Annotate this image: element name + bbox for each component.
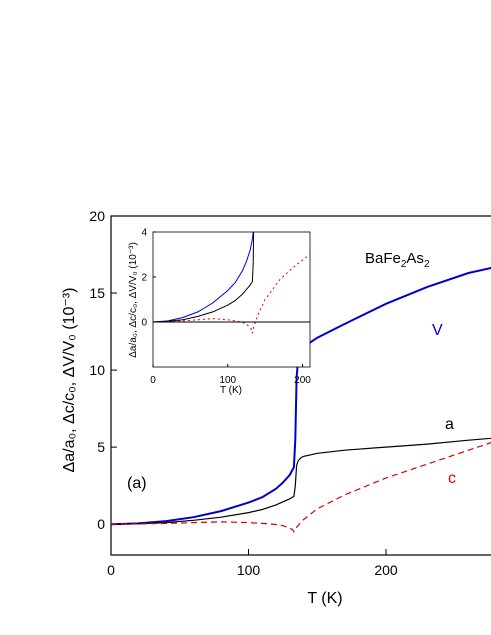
inset-series-line-1 xyxy=(152,231,255,323)
inset-plot-background xyxy=(153,232,310,367)
inset-y-tick-label-1: 2 xyxy=(141,273,147,284)
main-series-line-0 xyxy=(110,266,491,526)
main-x-axis-label: T (K) xyxy=(307,590,342,607)
series-label-c: c xyxy=(448,470,456,487)
main-x-tick-label-0: 0 xyxy=(107,562,115,578)
main-y-tick-label-0: 0 xyxy=(97,516,105,532)
main-series xyxy=(110,266,491,534)
inset-ticks: 0 100 200 0 2 4 xyxy=(141,228,311,387)
main-plot-frame xyxy=(110,215,491,556)
inset-y-tick-label-0: 0 xyxy=(141,318,147,329)
series-label-a: a xyxy=(445,416,454,433)
series-label-v: V xyxy=(432,322,443,339)
panel-label: (a) xyxy=(127,475,147,492)
inset-x-tick-label-1: 100 xyxy=(219,375,236,386)
inset-series-line-2 xyxy=(152,254,311,334)
main-y-tick-label-4: 20 xyxy=(89,208,105,224)
inset-series-line-0 xyxy=(152,231,254,323)
inset-x-tick-label-2: 200 xyxy=(294,375,311,386)
main-y-tick-label-1: 5 xyxy=(97,439,105,455)
main-x-tick-label-1: 100 xyxy=(237,562,261,578)
inset-series xyxy=(152,231,311,334)
main-series-line-2 xyxy=(110,442,491,534)
main-y-axis-label: Δa/a₀, Δc/c₀, ΔV/V₀ (10⁻³) xyxy=(61,288,78,473)
inset-y-tick-label-2: 4 xyxy=(141,228,147,239)
inset-plot-frame xyxy=(152,231,311,368)
main-y-tick-label-3: 15 xyxy=(89,285,105,301)
inset-y-axis-label: Δa/a₀, Δc/c₀, ΔV/V₀ (10⁻³) xyxy=(128,242,139,358)
main-series-line-1 xyxy=(110,437,491,525)
inset-x-axis-label: T (K) xyxy=(220,385,242,396)
main-y-tick-label-2: 10 xyxy=(89,362,105,378)
main-x-tick-label-2: 200 xyxy=(374,562,398,578)
compound-label: BaFe2As2 xyxy=(365,250,430,270)
inset-x-tick-label-0: 0 xyxy=(150,375,156,386)
